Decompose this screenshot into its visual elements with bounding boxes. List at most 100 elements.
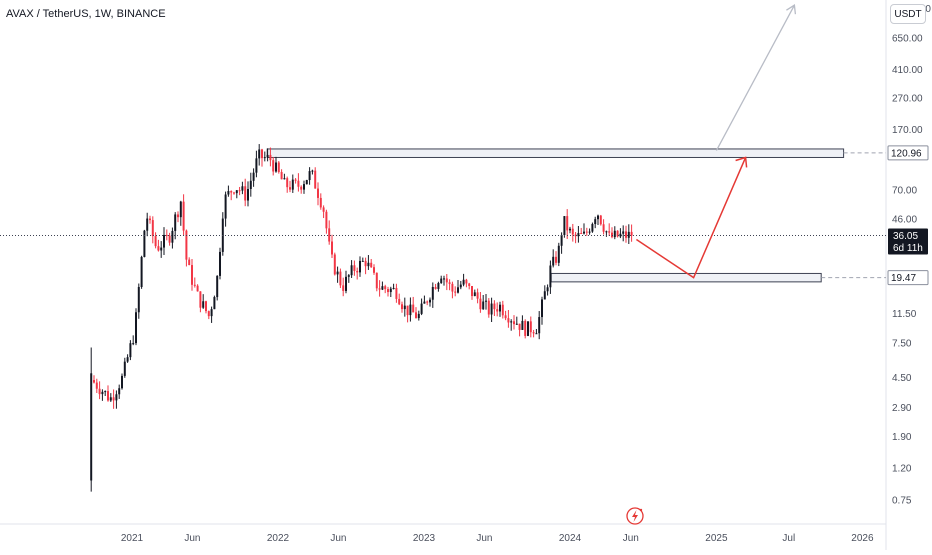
candle-body (252, 172, 255, 181)
support-price-badge-bg (887, 270, 929, 286)
candle-body (585, 231, 588, 233)
candle-body (342, 285, 345, 291)
time-axis[interactable]: 2021 Jun 2022 Jun 2023 Jun 2024 Jun 2025 Jul 2026 (121, 533, 874, 544)
candle-body (333, 254, 336, 275)
candle-body (434, 286, 437, 289)
candle-body (230, 191, 233, 193)
candle-body (179, 201, 182, 218)
price-tick-label: 0.75 (892, 496, 912, 507)
price-tick-label: 410.00 (892, 65, 923, 76)
candle-body (507, 318, 510, 323)
candle-body (289, 187, 291, 190)
candle-body (174, 214, 177, 231)
candle-body (350, 265, 353, 276)
candle-body (378, 288, 381, 290)
candle-body (146, 218, 149, 231)
candle-body (485, 300, 487, 302)
candle-body (429, 299, 431, 303)
candle-body (375, 272, 378, 289)
candle-body (599, 215, 602, 225)
candle-body (538, 317, 541, 334)
candle-body (109, 397, 112, 401)
candle-body (625, 231, 627, 238)
candle-body (364, 260, 367, 267)
candle-body (423, 301, 426, 304)
time-tick-label: 2023 (413, 533, 436, 544)
candle-body (311, 170, 314, 172)
candle-body (255, 158, 258, 173)
candle-body (300, 186, 303, 190)
candle-body (339, 271, 342, 286)
candle-body (583, 231, 585, 234)
candle-body (188, 259, 191, 266)
candle-body (549, 265, 552, 288)
time-tick-label: Jun (623, 533, 639, 544)
time-tick-label: Jul (782, 533, 795, 544)
time-tick-label: Jun (184, 533, 200, 544)
candle-body (235, 190, 238, 194)
candle-body (415, 312, 417, 319)
candle-body (283, 178, 286, 180)
currency-button[interactable]: USDT (890, 4, 926, 24)
candle-body (409, 304, 412, 316)
candle-body (185, 230, 188, 260)
time-tick-label: 2021 (121, 533, 144, 544)
candle-body (224, 194, 227, 219)
candle-body (132, 343, 135, 345)
candle-body (135, 312, 137, 344)
candle-body (305, 180, 308, 185)
candle-body (280, 171, 283, 180)
candle-body (597, 215, 599, 220)
lines-layer (0, 4, 886, 279)
price-axis[interactable]: 0.75 1.20 1.90 2.90 4.50 7.50 11.50 46.00 70.00 1… (887, 0, 931, 507)
candle-body (126, 357, 129, 362)
candle-body (569, 228, 571, 231)
last-price-badge-bg (888, 228, 928, 255)
long-projection-arrowhead (786, 4, 797, 15)
candle-body (515, 323, 518, 325)
support-price-badge: 19.47 (887, 270, 929, 286)
candle-body (490, 303, 493, 315)
candle-body (336, 271, 339, 275)
candle-body (115, 394, 118, 401)
time-tick-label: 2026 (851, 533, 874, 544)
candle-body (613, 230, 616, 238)
candle-body (588, 231, 591, 233)
candle-body (532, 332, 535, 334)
candle-body (541, 299, 543, 318)
price-tick-label: 1.90 (892, 432, 912, 443)
candle-body (571, 228, 574, 235)
candle-body (353, 265, 356, 271)
candle-body (199, 291, 202, 308)
candle-body (233, 192, 235, 194)
candle-body (496, 309, 499, 312)
candle-body (123, 361, 126, 376)
candle-body (373, 267, 375, 273)
candle-body (440, 278, 443, 284)
candle-body (395, 287, 398, 299)
symbol-title[interactable]: AVAX / TetherUS, 1W, BINANCE (6, 8, 166, 20)
candle-body (266, 154, 269, 158)
candle-body (627, 231, 630, 238)
candle-body (319, 197, 322, 208)
projection-arrowhead (735, 156, 748, 168)
candle-body (216, 275, 219, 298)
candle-body (207, 311, 210, 317)
tradingview-lightning-icon (626, 507, 644, 525)
candle-body (294, 179, 297, 181)
candle-body (331, 241, 333, 255)
candle-body (465, 279, 468, 284)
candles-layer (90, 144, 633, 492)
candle-body (121, 375, 123, 389)
candle-body (462, 279, 465, 285)
time-tick-label: 2024 (559, 533, 582, 544)
support-price-badge-text: 19.47 (891, 273, 916, 284)
candle-body (406, 305, 409, 316)
candle-body (504, 315, 507, 319)
candle-body (361, 260, 364, 262)
candle-body (137, 286, 140, 313)
candle-body (630, 231, 633, 236)
